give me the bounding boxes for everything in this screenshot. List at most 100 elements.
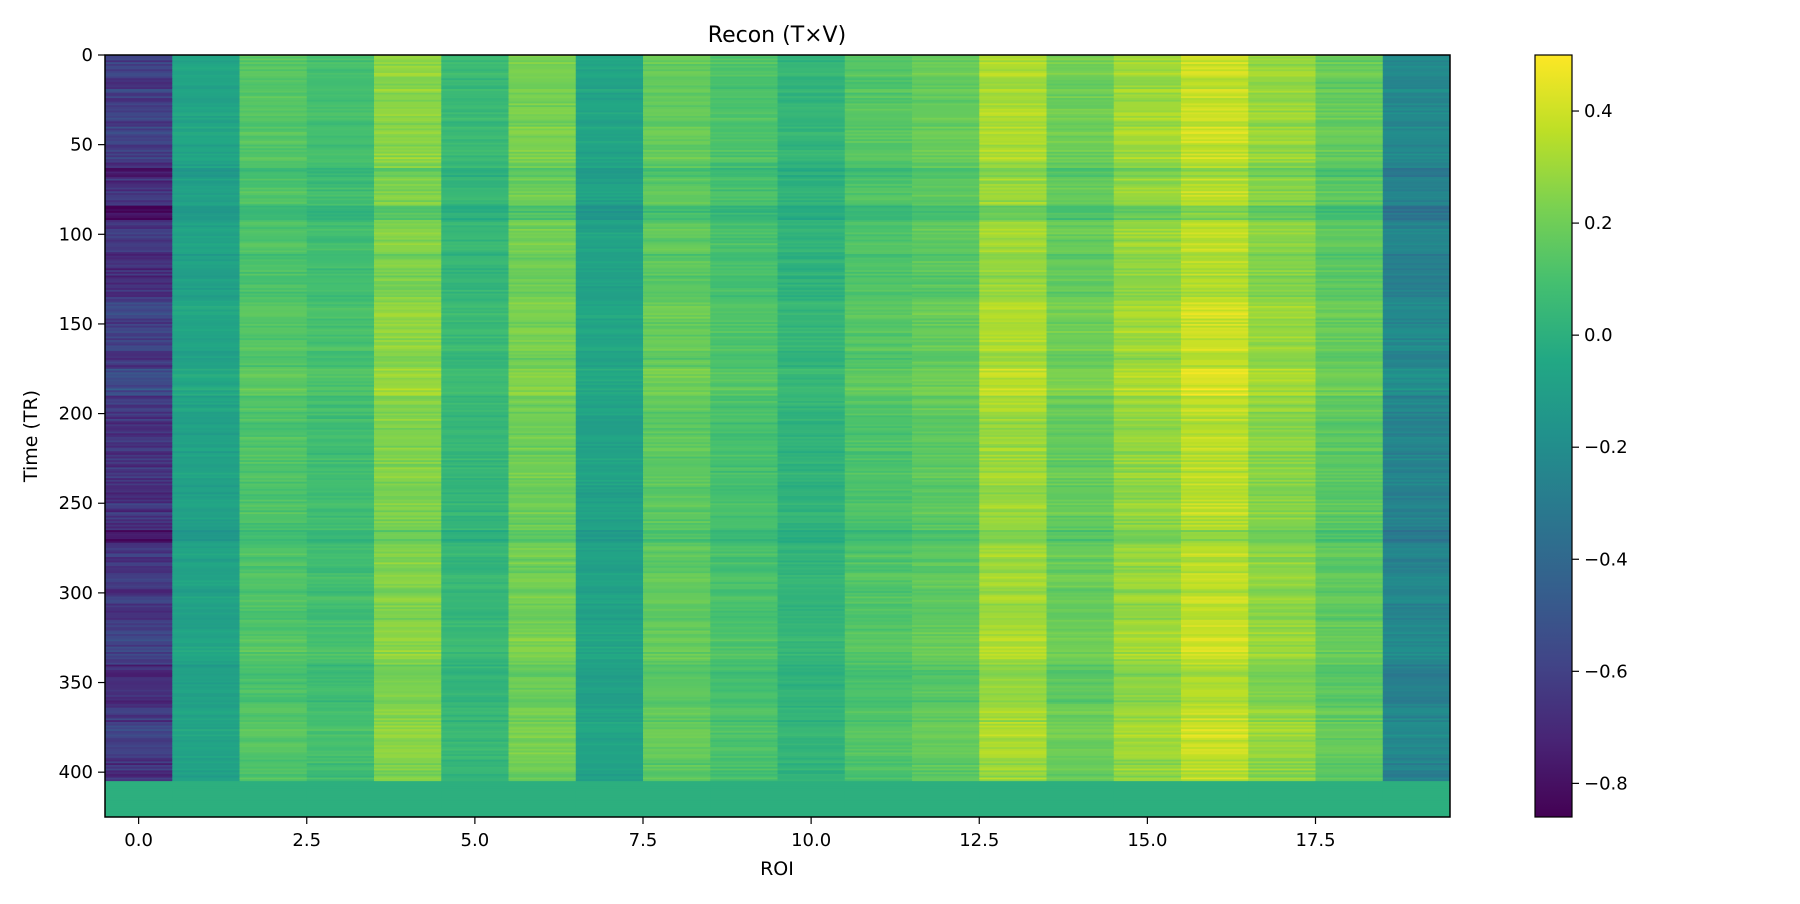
heatmap-cell (710, 479, 779, 483)
heatmap-cell (1046, 334, 1115, 338)
heatmap-cell (374, 433, 442, 436)
heatmap-cell (1113, 189, 1182, 192)
heatmap-cell (172, 422, 241, 425)
heatmap-cell (1315, 216, 1384, 219)
heatmap-cell (1181, 483, 1249, 486)
heatmap-cell (441, 130, 510, 133)
heatmap-cell (643, 374, 711, 377)
heatmap-cell (306, 71, 375, 74)
heatmap-cell (979, 345, 1048, 348)
heatmap-cell (979, 497, 1048, 501)
heatmap-cell (1315, 445, 1384, 449)
heatmap-cell (912, 488, 980, 492)
heatmap-cell (105, 191, 173, 194)
heatmap-cell (844, 207, 913, 210)
heatmap-cell (441, 404, 510, 408)
heatmap-cell (1248, 114, 1317, 117)
heatmap-cell (441, 248, 510, 252)
heatmap-cell (844, 157, 913, 160)
heatmap-cell (1315, 499, 1384, 503)
heatmap-cell (710, 426, 779, 429)
heatmap-cell (1315, 375, 1384, 379)
heatmap-cell (1046, 365, 1115, 368)
heatmap-cell (1315, 135, 1384, 139)
heatmap-cell (1248, 148, 1317, 151)
heatmap-cell (1315, 474, 1384, 477)
heatmap-cell (912, 171, 980, 174)
heatmap-cell (643, 289, 711, 293)
heatmap-cell (508, 200, 577, 203)
heatmap-cell (979, 255, 1048, 259)
heatmap-cell (979, 164, 1048, 167)
heatmap-cell (1382, 133, 1450, 137)
heatmap-cell (777, 322, 846, 325)
heatmap-cell (441, 203, 510, 207)
heatmap-cell (1113, 209, 1182, 212)
heatmap-cell (1248, 311, 1317, 314)
heatmap-cell (979, 203, 1048, 207)
heatmap-cell (777, 166, 846, 169)
heatmap-cell (912, 313, 980, 316)
heatmap-cell (575, 155, 644, 158)
heatmap-cell (105, 80, 173, 83)
heatmap-cell (710, 98, 779, 101)
heatmap-cell (172, 55, 241, 58)
heatmap-cell (710, 304, 779, 307)
heatmap-cell (306, 331, 375, 334)
heatmap-cell (508, 245, 577, 248)
heatmap-cell (1046, 221, 1115, 225)
heatmap-cell (777, 340, 846, 343)
heatmap-cell (1315, 72, 1384, 76)
heatmap-cell (1181, 397, 1249, 400)
heatmap-cell (105, 264, 173, 268)
heatmap-cell (844, 401, 913, 404)
heatmap-cell (1248, 62, 1317, 65)
heatmap-cell (777, 234, 846, 237)
heatmap-cell (1181, 306, 1249, 309)
heatmap-cell (441, 246, 510, 250)
heatmap-cell (1315, 320, 1384, 323)
heatmap-cell (239, 115, 308, 119)
heatmap-cell (441, 173, 510, 176)
heatmap-cell (441, 288, 510, 291)
heatmap-cell (105, 383, 173, 386)
heatmap-cell (1181, 431, 1249, 434)
heatmap-cell (306, 60, 375, 63)
heatmap-cell (374, 454, 442, 458)
heatmap-cell (1113, 429, 1182, 433)
heatmap-cell (1113, 499, 1182, 503)
heatmap-cell (1382, 444, 1450, 447)
heatmap-cell (575, 453, 644, 456)
heatmap-cell (1181, 71, 1249, 74)
heatmap-cell (1315, 349, 1384, 352)
heatmap-cell (306, 210, 375, 214)
heatmap-cell (1315, 410, 1384, 413)
heatmap-cell (105, 438, 173, 442)
heatmap-cell (374, 203, 442, 207)
heatmap-cell (508, 194, 577, 198)
heatmap-cell (575, 424, 644, 427)
heatmap-cell (105, 454, 173, 458)
heatmap-cell (912, 494, 980, 497)
heatmap-cell (306, 343, 375, 347)
heatmap-cell (1315, 297, 1384, 300)
heatmap-cell (1046, 298, 1115, 302)
heatmap-cell (1181, 257, 1249, 260)
heatmap-cell (1382, 433, 1450, 436)
heatmap-cell (912, 392, 980, 395)
heatmap-cell (1315, 469, 1384, 472)
heatmap-cell (1046, 386, 1115, 390)
heatmap-cell (239, 232, 308, 235)
heatmap-cell (172, 467, 241, 470)
heatmap-cell (374, 108, 442, 112)
heatmap-cell (306, 239, 375, 243)
heatmap-cell (777, 108, 846, 112)
heatmap-cell (1248, 81, 1317, 85)
heatmap-cell (1248, 467, 1317, 470)
heatmap-cell (777, 92, 846, 96)
heatmap-cell (844, 476, 913, 479)
heatmap-cell (1382, 316, 1450, 320)
heatmap-cell (844, 469, 913, 472)
heatmap-cell (172, 92, 241, 96)
heatmap-cell (1113, 164, 1182, 167)
